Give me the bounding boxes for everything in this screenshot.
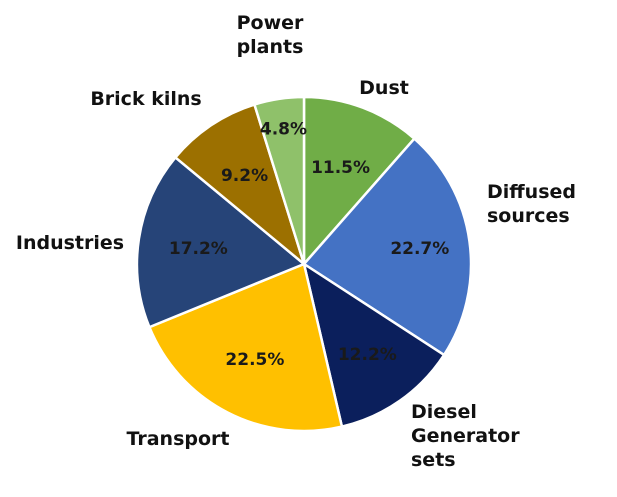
pie-slice-brick-kilns [173,102,307,268]
category-label-diffused-sources: Diffused sources [487,181,576,227]
percent-label-dust: 11.5% [311,158,370,178]
category-label-industries: Industries [16,232,124,254]
category-label-brick-kilns: Brick kilns [90,88,201,110]
pie-slice-diesel-generator-sets [302,261,446,429]
pie-slice-transport [147,262,344,433]
category-label-diesel-generator-sets: Diesel Generator sets [411,401,520,471]
percent-label-diffused-sources: 22.7% [390,239,449,259]
percent-labels: 11.5% 22.7% 12.2% 22.5% 17.2% 9.2% 4.8% [169,120,449,370]
percent-label-diesel-generator-sets: 12.2% [338,345,397,365]
percent-label-power-plants: 4.8% [260,120,307,140]
category-label-dust: Dust [359,77,409,99]
percent-label-industries: 17.2% [169,239,228,259]
percent-label-brick-kilns: 9.2% [221,166,268,186]
category-labels: Dust Diffused sources Diesel Generator sets Tr… [16,12,576,471]
pie-slice-power-plants [252,95,306,265]
pie-slices [135,95,473,433]
category-label-power-plants: Power plants [237,12,304,58]
pie-slice-dust [302,95,417,268]
category-label-transport: Transport [126,428,229,450]
pie-slice-industries [135,155,307,329]
pie-slice-diffused-sources [302,136,473,357]
percent-label-transport: 22.5% [225,350,284,370]
